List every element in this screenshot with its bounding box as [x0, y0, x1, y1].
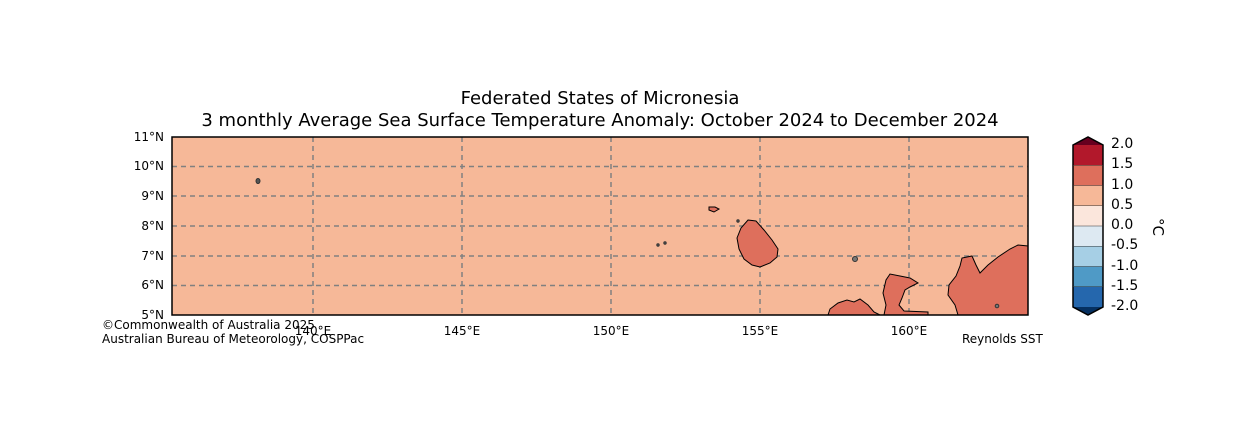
- colorbar: [1072, 136, 1104, 316]
- warm-patch-chuuk: [736, 219, 779, 268]
- lon-tick-145: 145°E: [443, 324, 481, 338]
- island-atoll-b: [663, 241, 667, 245]
- lat-tick-8: 8°N: [141, 219, 164, 233]
- colorbar-segment-4: [1073, 226, 1103, 247]
- warm-patch-pohnpei-south: [827, 298, 881, 316]
- lat-tick-5: 5°N: [141, 308, 164, 322]
- island-atoll-a: [656, 243, 660, 247]
- warm-patch-kosrae-west: [882, 273, 929, 316]
- colorbar-segment-1: [1073, 165, 1103, 186]
- colorbar-label-1.5: 1.5: [1111, 156, 1134, 172]
- colorbar-label-0.0: 0.0: [1111, 217, 1134, 233]
- island-yap: [255, 178, 261, 184]
- colorbar-label-neg0.5: -0.5: [1111, 237, 1139, 253]
- island-kosrae: [994, 303, 1000, 309]
- lon-tick-160: 160°E: [890, 324, 928, 338]
- lat-tick-9: 9°N: [141, 189, 164, 203]
- bureau-credit: Australian Bureau of Meteorology, COSPPa…: [102, 332, 365, 346]
- data-source: Reynolds SST: [962, 332, 1043, 346]
- colorbar-segment-6: [1073, 266, 1103, 287]
- map-frame: [171, 136, 1029, 316]
- warm-anomaly-patches: [708, 206, 1029, 316]
- warm-patch-small-north: [708, 206, 721, 213]
- lat-tick-7: 7°N: [141, 249, 164, 263]
- lat-tick-11: 11°N: [133, 130, 164, 144]
- map-title: Federated States of Micronesia: [460, 88, 740, 109]
- colorbar-label-neg2.0: -2.0: [1111, 298, 1139, 314]
- island-pohnpei: [852, 256, 858, 262]
- colorbar-segment-5: [1073, 246, 1103, 267]
- colorbar-extend-top: [1073, 137, 1103, 145]
- islands: [255, 178, 1000, 309]
- colorbar-segment-3: [1073, 205, 1103, 226]
- lat-tick-10: 10°N: [133, 159, 164, 173]
- lon-tick-150: 150°E: [592, 324, 630, 338]
- colorbar-label-neg1.0: -1.0: [1111, 258, 1139, 274]
- lon-tick-140: 140°E: [294, 324, 332, 338]
- copyright-text: ©Commonwealth of Australia 2025: [102, 318, 315, 332]
- colorbar-outline: [1072, 136, 1104, 316]
- colorbar-unit: °C: [1149, 218, 1167, 236]
- map-subtitle: 3 monthly Average Sea Surface Temperatur…: [201, 110, 999, 131]
- lon-tick-155: 155°E: [741, 324, 779, 338]
- colorbar-segment-7: [1073, 286, 1103, 307]
- colorbar-segment-2: [1073, 185, 1103, 206]
- island-atoll-c: [736, 219, 740, 223]
- colorbar-label-1.0: 1.0: [1111, 177, 1134, 193]
- colorbar-label-0.5: 0.5: [1111, 197, 1134, 213]
- lat-tick-6: 6°N: [141, 278, 164, 292]
- colorbar-extend-bottom: [1073, 307, 1103, 315]
- colorbar-segment-0: [1073, 145, 1103, 166]
- warm-patch-east: [947, 244, 1029, 316]
- colorbar-label-neg1.5: -1.5: [1111, 278, 1139, 294]
- colorbar-label-2.0: 2.0: [1111, 136, 1134, 152]
